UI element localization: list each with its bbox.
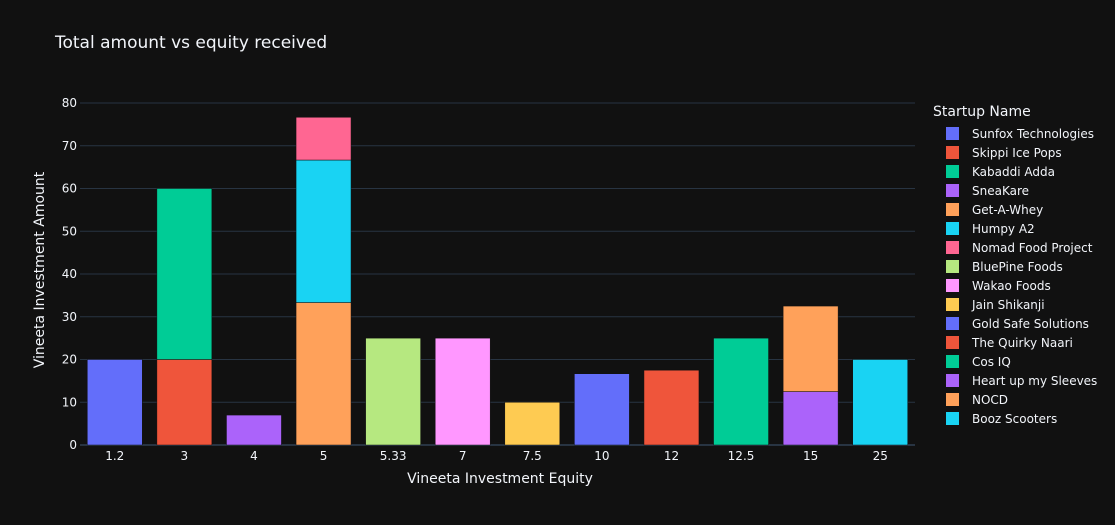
bar-cos-iq[interactable] (713, 337, 769, 446)
x-tick-label: 1.2 (105, 449, 124, 463)
x-tick-label: 3 (181, 449, 189, 463)
x-tick-label: 5 (320, 449, 328, 463)
x-tick-label: 7 (459, 449, 467, 463)
y-tick-label: 40 (62, 267, 77, 281)
legend-label: Nomad Food Project (972, 240, 1093, 255)
y-tick-label: 70 (62, 139, 77, 153)
legend-item[interactable]: Skippi Ice Pops (933, 143, 1097, 162)
bar-sneakare[interactable] (226, 414, 282, 446)
legend-swatch (946, 317, 959, 330)
legend-label: The Quirky Naari (972, 335, 1073, 350)
y-tick-label: 0 (69, 438, 77, 452)
legend-swatch (946, 374, 959, 387)
legend: Startup Name Sunfox Technologies Skippi I… (933, 104, 1097, 428)
y-tick-label: 80 (62, 96, 77, 110)
y-tick-label: 60 (62, 182, 77, 196)
legend-item[interactable]: The Quirky Naari (933, 333, 1097, 352)
legend-swatch (946, 412, 959, 425)
legend-swatch (946, 279, 959, 292)
legend-label: Wakao Foods (972, 278, 1051, 293)
legend-item[interactable]: Humpy A2 (933, 219, 1097, 238)
legend-label: Booz Scooters (972, 411, 1058, 426)
legend-item[interactable]: Gold Safe Solutions (933, 314, 1097, 333)
x-axis-label: Vineeta Investment Equity (407, 471, 593, 487)
legend-swatch (946, 241, 959, 254)
y-tick-label: 10 (62, 395, 77, 409)
legend-label: Kabaddi Adda (972, 164, 1055, 179)
legend-item[interactable]: Sunfox Technologies (933, 124, 1097, 143)
legend-swatch (946, 127, 959, 140)
legend-label: Jain Shikanji (972, 297, 1045, 312)
legend-label: Sunfox Technologies (972, 126, 1095, 141)
legend-label: Skippi Ice Pops (972, 145, 1062, 160)
bar-the-quirky-naari[interactable] (643, 369, 700, 446)
bar-jain-shikanji[interactable] (504, 402, 561, 446)
legend-label: Heart up my Sleeves (972, 373, 1098, 388)
legend-swatch (946, 260, 959, 273)
legend-swatch (946, 203, 959, 216)
legend-item[interactable]: Wakao Foods (933, 276, 1097, 295)
legend-item[interactable]: SneaKare (933, 181, 1097, 200)
legend-label: Cos IQ (972, 354, 1011, 369)
bar-booz-scooters[interactable] (852, 359, 908, 446)
gridlines (80, 102, 915, 446)
bar-nocd[interactable] (782, 305, 839, 392)
bar-skippi-ice-pops[interactable] (156, 359, 213, 446)
bar-bluepine-foods[interactable] (365, 337, 421, 446)
y-axis-label: Vineeta Investment Amount (32, 171, 48, 369)
axes: 0 10 20 30 40 50 60 70 80 1.2 3 4 5 5.33 7 7.5 10 12 12.5 1… (62, 96, 888, 463)
x-tick-label: 10 (594, 449, 609, 463)
legend-swatch (946, 393, 959, 406)
legend-label: BluePine Foods (972, 259, 1063, 274)
bar-nomad-food-project[interactable] (295, 117, 352, 161)
legend-label: NOCD (972, 392, 1009, 407)
bar-wakao-foods[interactable] (434, 337, 491, 446)
x-tick-label: 25 (873, 449, 888, 463)
legend-item[interactable]: Heart up my Sleeves (933, 371, 1097, 390)
bar-heart-up-my-sleeves[interactable] (782, 391, 839, 446)
legend-item[interactable]: Booz Scooters (933, 409, 1097, 428)
legend-swatch (946, 355, 959, 368)
legend-label: Gold Safe Solutions (972, 316, 1089, 331)
legend-label: Get-A-Whey (972, 202, 1044, 217)
bar-sunfox-technologies[interactable] (87, 359, 143, 446)
x-tick-label: 7.5 (523, 449, 542, 463)
legend-item[interactable]: Jain Shikanji (933, 295, 1097, 314)
bar-gold-safe-solutions[interactable] (574, 373, 630, 446)
legend-item[interactable]: NOCD (933, 390, 1097, 409)
x-tick-label: 4 (250, 449, 258, 463)
legend-item[interactable]: Cos IQ (933, 352, 1097, 371)
legend-item[interactable]: Get-A-Whey (933, 200, 1097, 219)
y-tick-label: 20 (62, 353, 77, 367)
bar-kabaddi-adda[interactable] (156, 188, 213, 360)
legend-title: Startup Name (933, 104, 1031, 120)
x-tick-label: 12.5 (728, 449, 755, 463)
y-tick-label: 30 (62, 310, 77, 324)
legend-label: SneaKare (972, 183, 1030, 198)
legend-swatch (946, 222, 959, 235)
bars (87, 117, 908, 446)
bar-humpy-a2[interactable] (295, 159, 352, 303)
legend-item[interactable]: Nomad Food Project (933, 238, 1097, 257)
x-tick-label: 12 (664, 449, 679, 463)
legend-swatch (946, 184, 959, 197)
bar-get-a-whey[interactable] (295, 302, 352, 446)
legend-item[interactable]: Kabaddi Adda (933, 162, 1097, 181)
x-tick-label: 5.33 (380, 449, 407, 463)
legend-swatch (946, 336, 959, 349)
legend-label: Humpy A2 (972, 221, 1035, 236)
legend-swatch (946, 165, 959, 178)
legend-swatch (946, 146, 959, 159)
y-tick-label: 50 (62, 224, 77, 238)
legend-swatch (946, 298, 959, 311)
chart-title: Total amount vs equity received (55, 33, 328, 53)
legend-item[interactable]: BluePine Foods (933, 257, 1097, 276)
x-tick-label: 15 (803, 449, 818, 463)
